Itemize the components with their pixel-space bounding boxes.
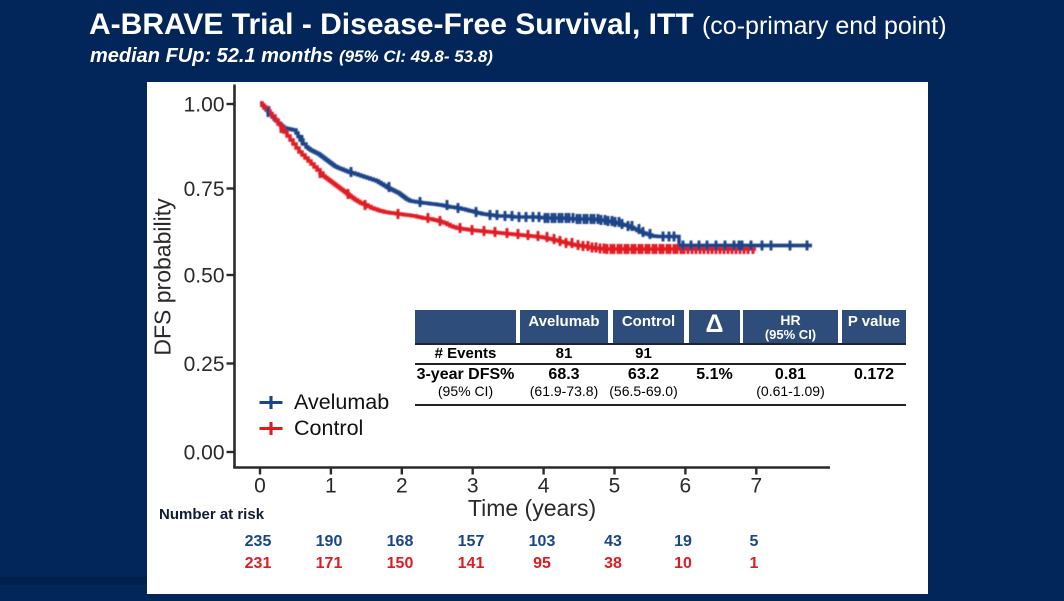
svg-text:2: 2	[396, 475, 408, 498]
svg-text:1: 1	[325, 475, 337, 498]
svg-text:Control: Control	[294, 416, 363, 440]
svg-text:0.75: 0.75	[184, 178, 225, 201]
svg-text:4: 4	[538, 475, 550, 498]
svg-text:6: 6	[680, 475, 692, 498]
svg-text:0: 0	[254, 475, 266, 498]
svg-text:1.00: 1.00	[184, 94, 225, 117]
svg-text:0.00: 0.00	[184, 442, 225, 465]
svg-text:Avelumab: Avelumab	[294, 390, 389, 414]
svg-text:7: 7	[750, 475, 762, 498]
svg-text:DFS probability: DFS probability	[150, 198, 176, 356]
svg-text:5: 5	[609, 475, 621, 498]
svg-text:0.25: 0.25	[184, 353, 225, 376]
svg-text:3: 3	[467, 475, 479, 498]
svg-text:Time (years): Time (years)	[468, 495, 596, 521]
svg-text:0.50: 0.50	[184, 265, 225, 288]
